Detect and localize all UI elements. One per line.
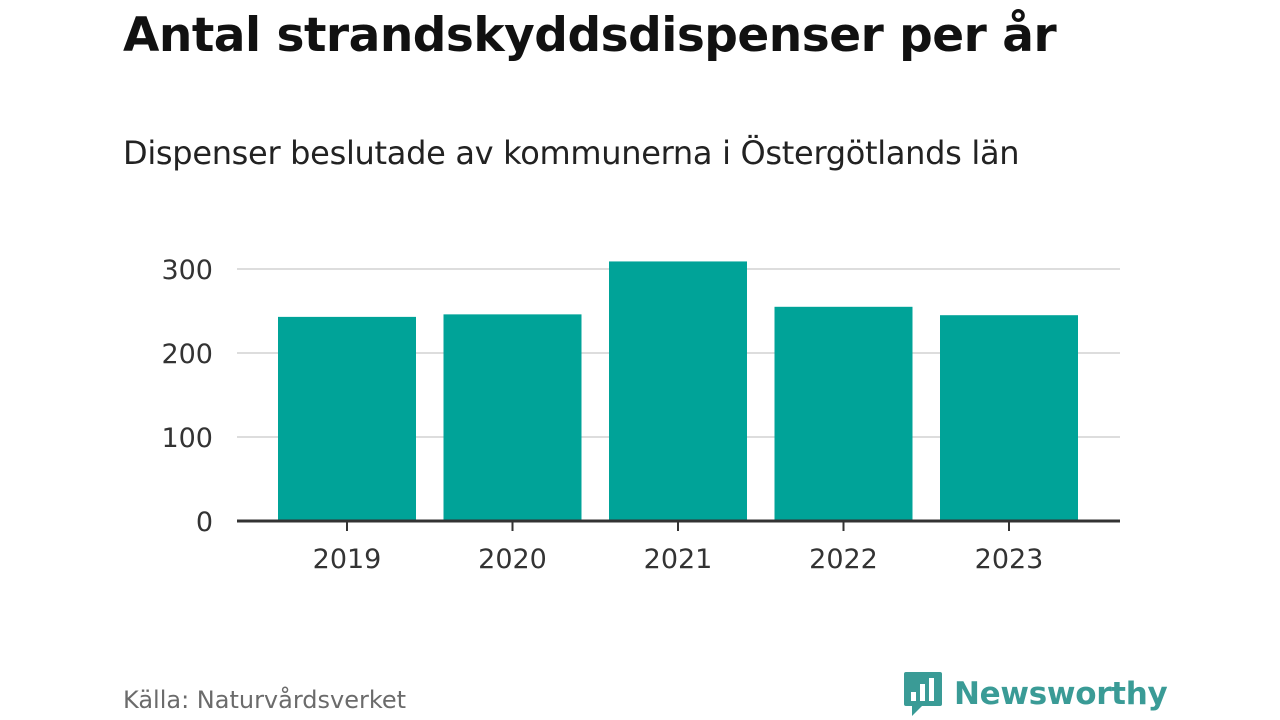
brand-name: Newsworthy [954, 676, 1168, 712]
bar-2019 [278, 316, 416, 521]
x-tick-label-2019: 2019 [313, 544, 382, 575]
y-tick-label: 300 [161, 255, 213, 286]
x-tick-label-2021: 2021 [644, 544, 713, 575]
bar-2020 [443, 314, 582, 521]
brand-logo: Newsworthy [902, 670, 1168, 718]
bar-2022 [774, 306, 913, 521]
bar-2021 [609, 261, 747, 521]
x-tick-label-2022: 2022 [809, 544, 878, 575]
bar-2023 [940, 315, 1078, 521]
source-note: Källa: Naturvårdsverket [123, 686, 407, 714]
bars [278, 261, 1078, 521]
y-tick-label: 0 [196, 507, 213, 538]
y-tick-label: 100 [161, 423, 213, 454]
axes: 0 100 200 300 2019 2020 2021 2022 2023 [161, 255, 1120, 575]
y-tick-label: 200 [161, 339, 213, 370]
chart-title: Antal strandskyddsdispenser per år [123, 8, 1057, 63]
chart-subtitle: Dispenser beslutade av kommunerna i Öste… [123, 134, 1020, 172]
x-tick-label-2023: 2023 [975, 544, 1044, 575]
x-tick-label-2020: 2020 [478, 544, 547, 575]
newsworthy-logo-icon [904, 672, 942, 716]
